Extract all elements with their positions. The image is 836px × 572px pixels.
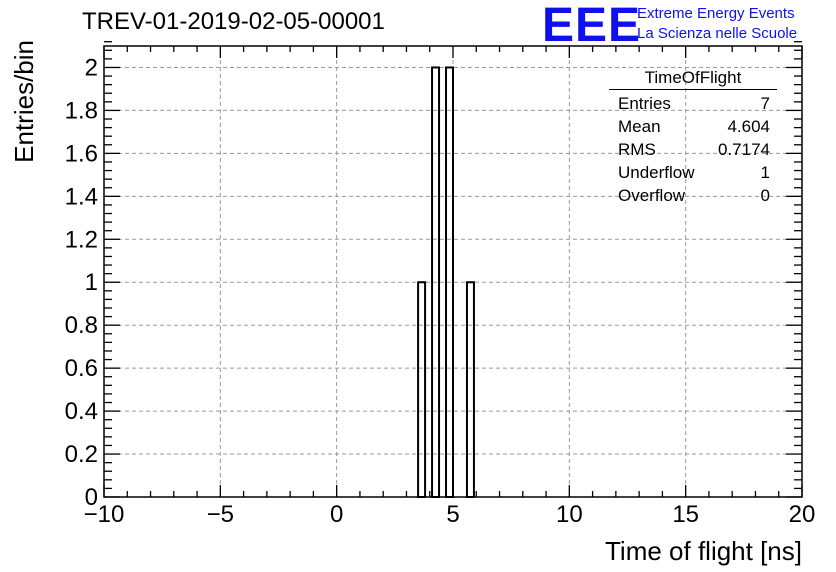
stats-row: RMS 0.7174 <box>609 138 777 161</box>
x-tick-label: 20 <box>789 501 816 528</box>
stats-row: Entries 7 <box>609 92 777 115</box>
stats-row-label: Mean <box>618 117 661 136</box>
stats-row-label: Entries <box>618 94 671 113</box>
y-tick-label: 2 <box>85 54 98 81</box>
stats-rows: Entries 7 Mean 4.604 RMS 0.7174 Underflow 1 Over… <box>609 92 777 207</box>
logo-caption: Extreme Energy Events La Scienza nelle S… <box>637 4 797 44</box>
stats-row-value: 0.7174 <box>718 140 770 159</box>
y-tick-labels: 0 0.2 0.4 0.6 0.8 1 1.2 1.4 1.6 1.8 2 <box>65 54 98 511</box>
x-tick-label: 0 <box>330 501 343 528</box>
y-tick-label: 0.2 <box>65 441 98 468</box>
y-axis-label: Entries/bin <box>9 40 39 163</box>
y-tick-label: 1 <box>85 269 98 296</box>
stats-box: TimeOfFlight Entries 7 Mean 4.604 RMS 0.7174 U… <box>609 68 777 207</box>
stats-row: Mean 4.604 <box>609 115 777 138</box>
y-tick-label: 1.4 <box>65 183 98 210</box>
stats-row-label: RMS <box>618 140 656 159</box>
y-tick-label: 1.8 <box>65 97 98 124</box>
y-tick-label: 1.6 <box>65 140 98 167</box>
x-tick-label: −5 <box>207 501 234 528</box>
logo-line-1: Extreme Energy Events <box>637 5 795 22</box>
x-tick-label: −10 <box>84 501 125 528</box>
axis-ticks <box>103 41 803 498</box>
eee-logo: EEE <box>542 0 642 52</box>
stats-row-value: 0 <box>760 186 770 205</box>
stats-row: Underflow 1 <box>609 161 777 184</box>
chart-title: TREV-01-2019-02-05-00001 <box>82 8 385 35</box>
stats-row-value: 4.604 <box>727 117 770 136</box>
stats-row-value: 7 <box>760 94 770 113</box>
x-tick-labels: −10 −5 0 5 10 15 20 <box>84 501 816 528</box>
y-tick-label: 0.4 <box>65 398 98 425</box>
y-tick-label: 0.6 <box>65 355 98 382</box>
histogram-bar <box>465 281 475 498</box>
logo-line-2: La Scienza nelle Scuole <box>637 25 798 42</box>
y-tick-label: 0 <box>85 484 98 511</box>
stats-row-value: 1 <box>760 163 770 182</box>
stats-row-label: Overflow <box>618 186 686 205</box>
y-tick-label: 1.2 <box>65 226 98 253</box>
y-tick-label: 0.8 <box>65 312 98 339</box>
stats-row: Overflow 0 <box>609 184 777 207</box>
stats-row-label: Underflow <box>618 163 695 182</box>
histogram-bar <box>417 281 427 498</box>
stats-title: TimeOfFlight <box>609 68 777 90</box>
x-axis-label: Time of flight [ns] <box>605 536 802 566</box>
x-tick-label: 5 <box>446 501 459 528</box>
x-tick-label: 10 <box>556 501 583 528</box>
x-tick-label: 15 <box>672 501 699 528</box>
